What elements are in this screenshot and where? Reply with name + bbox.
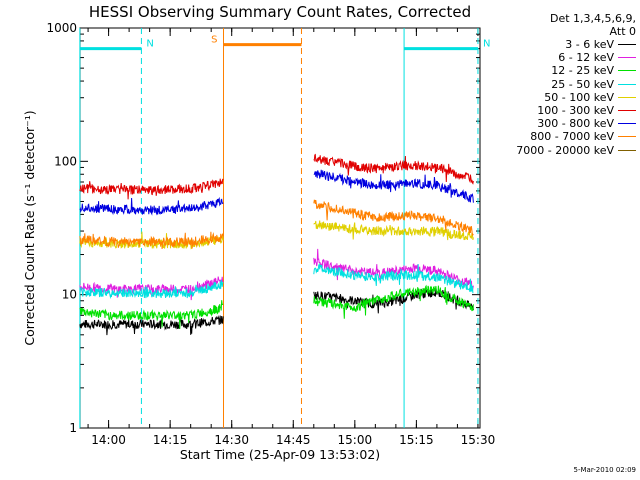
legend-item: 800 - 7000 keV (478, 130, 636, 143)
series-line (79, 196, 224, 216)
chart-title: HESSI Observing Summary Count Rates, Cor… (89, 3, 471, 21)
legend-swatch (618, 83, 636, 85)
legend-swatch (618, 110, 636, 112)
y-tick-label: 1000 (46, 21, 77, 35)
legend-label: 12 - 25 keV (551, 64, 614, 78)
series-line (79, 178, 224, 200)
legend-label: 800 - 7000 keV (530, 130, 614, 144)
x-tick-label: 14:30 (214, 433, 249, 447)
legend-swatch (618, 123, 636, 125)
legend-item: 6 - 12 keV (478, 51, 636, 64)
legend-label: 100 - 300 keV (537, 104, 614, 118)
x-tick-label: 14:45 (276, 433, 311, 447)
series-line (79, 300, 224, 329)
legend-swatch (618, 44, 636, 46)
legend-item: 7000 - 20000 keV (478, 144, 636, 157)
x-tick-label: 14:15 (153, 433, 188, 447)
legend-header-line-2: Att 0 (609, 25, 636, 38)
x-tick-label: 14:00 (91, 433, 126, 447)
series-line (313, 153, 474, 185)
legend-item: 100 - 300 keV (478, 104, 636, 117)
legend-swatch (618, 57, 636, 59)
saa-flag-letter: S (211, 35, 217, 46)
x-tick-label: 15:15 (399, 433, 434, 447)
x-tick-label: 15:00 (338, 433, 373, 447)
plot-frame (79, 27, 481, 429)
legend-label: 50 - 100 keV (544, 90, 614, 104)
legend-swatch (618, 149, 636, 151)
legend-item: 12 - 25 keV (478, 64, 636, 77)
y-tick-label: 1 (69, 421, 77, 435)
series-line (313, 262, 474, 294)
x-axis-label: Start Time (25-Apr-09 13:53:02) (180, 447, 380, 462)
night-flag-letter: N (483, 39, 490, 50)
series-line (79, 279, 224, 300)
legend-label: 6 - 12 keV (558, 51, 614, 65)
legend-item: 3 - 6 keV (478, 38, 636, 51)
legend-swatch (618, 70, 636, 72)
series-line (313, 284, 474, 319)
legend-item: 300 - 800 keV (478, 117, 636, 130)
legend-label: 3 - 6 keV (565, 38, 614, 52)
series-line (79, 315, 224, 336)
legend-label: 300 - 800 keV (537, 117, 614, 131)
legend-swatch (618, 96, 636, 98)
series-line (313, 220, 474, 241)
x-tick-label: 15:30 (461, 433, 496, 447)
legend-label: 7000 - 20000 keV (516, 143, 614, 157)
y-tick-label: 100 (54, 154, 77, 168)
legend-label: 25 - 50 keV (551, 77, 614, 91)
night-flag-letter: N (146, 39, 153, 50)
y-tick-label: 10 (62, 288, 77, 302)
y-axis-label: Corrected Count Rate (s⁻¹ detector⁻¹) (22, 110, 37, 345)
series-line (313, 169, 474, 203)
legend: Det 1,3,4,5,6,9, Att 0 3 - 6 keV 6 - 12 k… (478, 12, 636, 157)
legend-item: 50 - 100 keV (478, 91, 636, 104)
legend-swatch (618, 136, 636, 138)
legend-item: 25 - 50 keV (478, 78, 636, 91)
footnote-date: 5-Mar-2010 02:09 (573, 466, 636, 474)
series-line (79, 231, 224, 250)
legend-header-line-1: Det 1,3,4,5,6,9, (549, 12, 636, 25)
series-line (313, 199, 474, 237)
